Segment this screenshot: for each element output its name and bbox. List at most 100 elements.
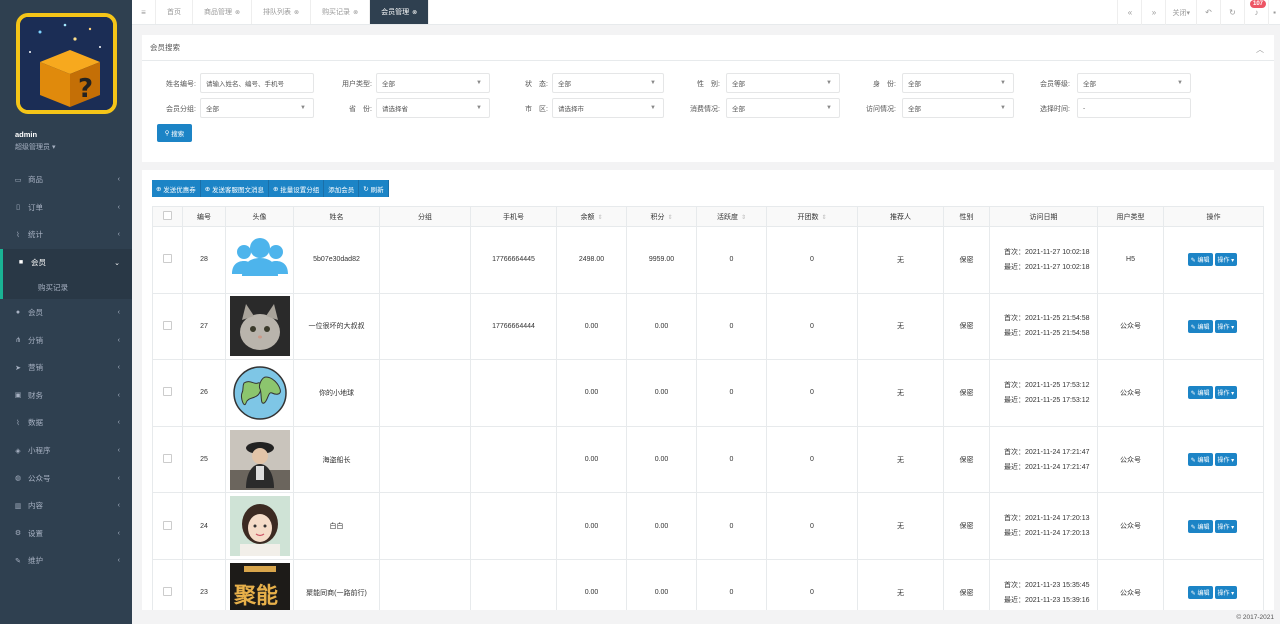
edit-button[interactable]: ✎ 编辑	[1187, 586, 1213, 600]
row-checkbox[interactable]	[152, 558, 183, 610]
sidebar-item-maintenance[interactable]: ✎ 维护 ‹	[0, 547, 132, 575]
identity-select[interactable]: 全部 ▼	[902, 73, 1014, 93]
refresh-icon[interactable]: ↻	[1220, 0, 1244, 25]
row-checkbox[interactable]	[152, 292, 183, 361]
filter-label: 消费情况:	[690, 106, 720, 113]
operations-dropdown[interactable]: 操作 ▾	[1214, 386, 1238, 400]
row-checkbox[interactable]	[152, 226, 183, 294]
chevron-left-icon: ‹	[117, 364, 120, 372]
member-group	[379, 226, 471, 294]
tab-goods-management[interactable]: 商品管理 ⊗	[193, 0, 253, 24]
status-select[interactable]: 全部 ▼	[552, 73, 664, 93]
row-checkbox[interactable]	[152, 425, 183, 494]
col-header-sortable[interactable]: 积分 ⇕	[626, 206, 697, 227]
chevron-left-icon: ‹	[117, 176, 120, 184]
member-phone: 17766664445	[470, 226, 557, 294]
edit-button[interactable]: ✎ 编辑	[1187, 519, 1213, 533]
add-member-button[interactable]: 添加会员	[324, 180, 360, 197]
batch-group-button[interactable]: ⊕ 批量设置分组	[269, 180, 325, 197]
col-header: 头像	[225, 206, 294, 227]
sidebar-item-members[interactable]: ● 会员 ‹	[0, 299, 132, 327]
edit-button[interactable]: ✎ 编辑	[1187, 453, 1213, 467]
chart-icon: ⌇	[16, 231, 20, 239]
sort-icon: ⇕	[740, 214, 747, 221]
fullscreen-icon[interactable]: ▪	[1268, 0, 1280, 25]
collapse-icon[interactable]: ︿	[1256, 45, 1264, 54]
sidebar-item-goods[interactable]: ▭ 商品 ‹	[14, 175, 120, 185]
member-group-count: 0	[766, 359, 858, 427]
logo: ?	[16, 13, 117, 114]
visit-select[interactable]: 全部 ▼	[902, 98, 1014, 118]
edit-button[interactable]: ✎ 编辑	[1187, 253, 1213, 267]
scroll-right-icon[interactable]: »	[1141, 0, 1165, 25]
col-header-sortable[interactable]: 余额 ⇕	[556, 206, 627, 227]
edit-button[interactable]: ✎ 编辑	[1187, 319, 1213, 333]
close-tab-icon[interactable]: ⊗	[353, 9, 359, 16]
col-header-sortable[interactable]: 开团数 ⇕	[766, 206, 858, 227]
city-select[interactable]: 请选择市 ▼	[552, 98, 664, 118]
tab-member-management[interactable]: 会员管理 ⊗	[370, 0, 430, 24]
close-tab-icon[interactable]: ⊗	[412, 9, 418, 16]
sidebar-item-distribution[interactable]: ⋔ 分销 ‹	[0, 326, 132, 354]
user-role[interactable]: 超级管理员 ▾	[15, 144, 56, 151]
sidebar-item-finance[interactable]: ▣ 财务 ‹	[14, 390, 120, 400]
close-tab-icon[interactable]: ⊗	[235, 9, 241, 16]
avatar	[225, 292, 294, 361]
first-visit: 首次：2021-11-25 21:54:58	[1004, 315, 1090, 323]
col-header-sortable[interactable]: 活跃度 ⇕	[696, 206, 767, 227]
operations-dropdown[interactable]: 操作 ▾	[1214, 586, 1238, 600]
footer-copyright: © 2017-2021	[1236, 614, 1274, 621]
consumption-select[interactable]: 全部 ▼	[726, 98, 840, 118]
bell-icon[interactable]: ♪ 107	[1244, 0, 1268, 25]
sidebar-item-content[interactable]: ▥ 内容 ‹	[14, 501, 120, 511]
member-referrer: 无	[857, 226, 944, 294]
select-all-checkbox[interactable]	[152, 206, 183, 227]
date-range-input[interactable]: -	[1077, 98, 1191, 118]
tab-queue-list[interactable]: 排队列表 ⊗	[252, 0, 312, 24]
member-group-count: 0	[766, 226, 858, 294]
sidebar-item-marketing[interactable]: ➤ 营销 ‹	[0, 354, 132, 382]
col-header: 分组	[379, 206, 471, 227]
sidebar-item-miniprogram[interactable]: ◈ 小程序 ‹	[0, 437, 132, 465]
member-level-select[interactable]: 全部 ▼	[1077, 73, 1191, 93]
member-group-select[interactable]: 全部 ▼	[200, 98, 314, 118]
operations-dropdown[interactable]: 操作 ▾	[1214, 519, 1238, 533]
edit-button[interactable]: ✎ 编辑	[1187, 386, 1213, 400]
sidebar-item-official-account[interactable]: ◍ 公众号 ‹	[14, 473, 120, 483]
tab-home[interactable]: 首页	[156, 0, 193, 24]
province-select[interactable]: 请选择省 ▼	[376, 98, 490, 118]
operations-dropdown[interactable]: 操作 ▾	[1214, 453, 1238, 467]
book-icon: ▥	[14, 502, 22, 510]
svg-text:?: ?	[78, 74, 93, 104]
back-icon[interactable]: ↶	[1196, 0, 1220, 25]
close-tab-icon[interactable]: ⊗	[294, 9, 300, 16]
send-message-button[interactable]: ⊕ 发送客服图文消息	[200, 180, 270, 197]
row-checkbox[interactable]	[152, 492, 183, 560]
sidebar-item-stats[interactable]: ⌇ 统计 ‹	[0, 221, 132, 249]
sidebar-item-orders[interactable]: ▯ 订单 ‹	[0, 194, 132, 222]
refresh-button[interactable]: ↻ 刷新	[359, 180, 389, 197]
operations-dropdown[interactable]: 操作 ▾	[1214, 319, 1238, 333]
avatar	[225, 425, 294, 494]
menu-toggle-icon[interactable]: ≡	[132, 0, 156, 24]
sidebar-item-settings[interactable]: ⚙ 设置 ‹	[14, 528, 120, 538]
tab-purchase-records[interactable]: 购买记录 ⊗	[311, 0, 371, 24]
sidebar-item-data[interactable]: ⌇ 数据 ‹	[0, 409, 132, 437]
operations-dropdown[interactable]: 操作 ▾	[1214, 253, 1238, 267]
row-checkbox[interactable]	[152, 359, 183, 427]
send-coupon-button[interactable]: ⊕ 发送优惠券	[152, 180, 201, 197]
filter-label: 访问情况:	[866, 106, 896, 113]
member-group-count: 0	[766, 425, 858, 494]
user-type-select[interactable]: 全部 ▼	[376, 73, 490, 93]
sidebar-item-members-active[interactable]: ■ 会员 ⌄	[0, 248, 132, 277]
gear-icon: ⚙	[14, 530, 22, 538]
table-row: 28 5b07e30dad82 17766664445 2498.00 9959.00 0…	[152, 226, 1264, 294]
name-search-input[interactable]: 请输入姓名、编号、手机号	[200, 73, 314, 93]
search-button[interactable]: ⚲ 搜索	[157, 124, 192, 142]
first-visit: 首次：2021-11-25 17:53:12	[1004, 381, 1090, 389]
sidebar-subitem-purchase-records[interactable]: 购买记录	[0, 276, 132, 299]
close-tabs-dropdown[interactable]: 关闭 ▾	[1165, 0, 1196, 25]
table-row: 24 白白 0.00 0.00 0 0 无保密 首次：2021-11-24 17:20:13 最…	[152, 492, 1264, 560]
scroll-left-icon[interactable]: «	[1117, 0, 1141, 25]
gender-select[interactable]: 全部 ▼	[726, 73, 840, 93]
